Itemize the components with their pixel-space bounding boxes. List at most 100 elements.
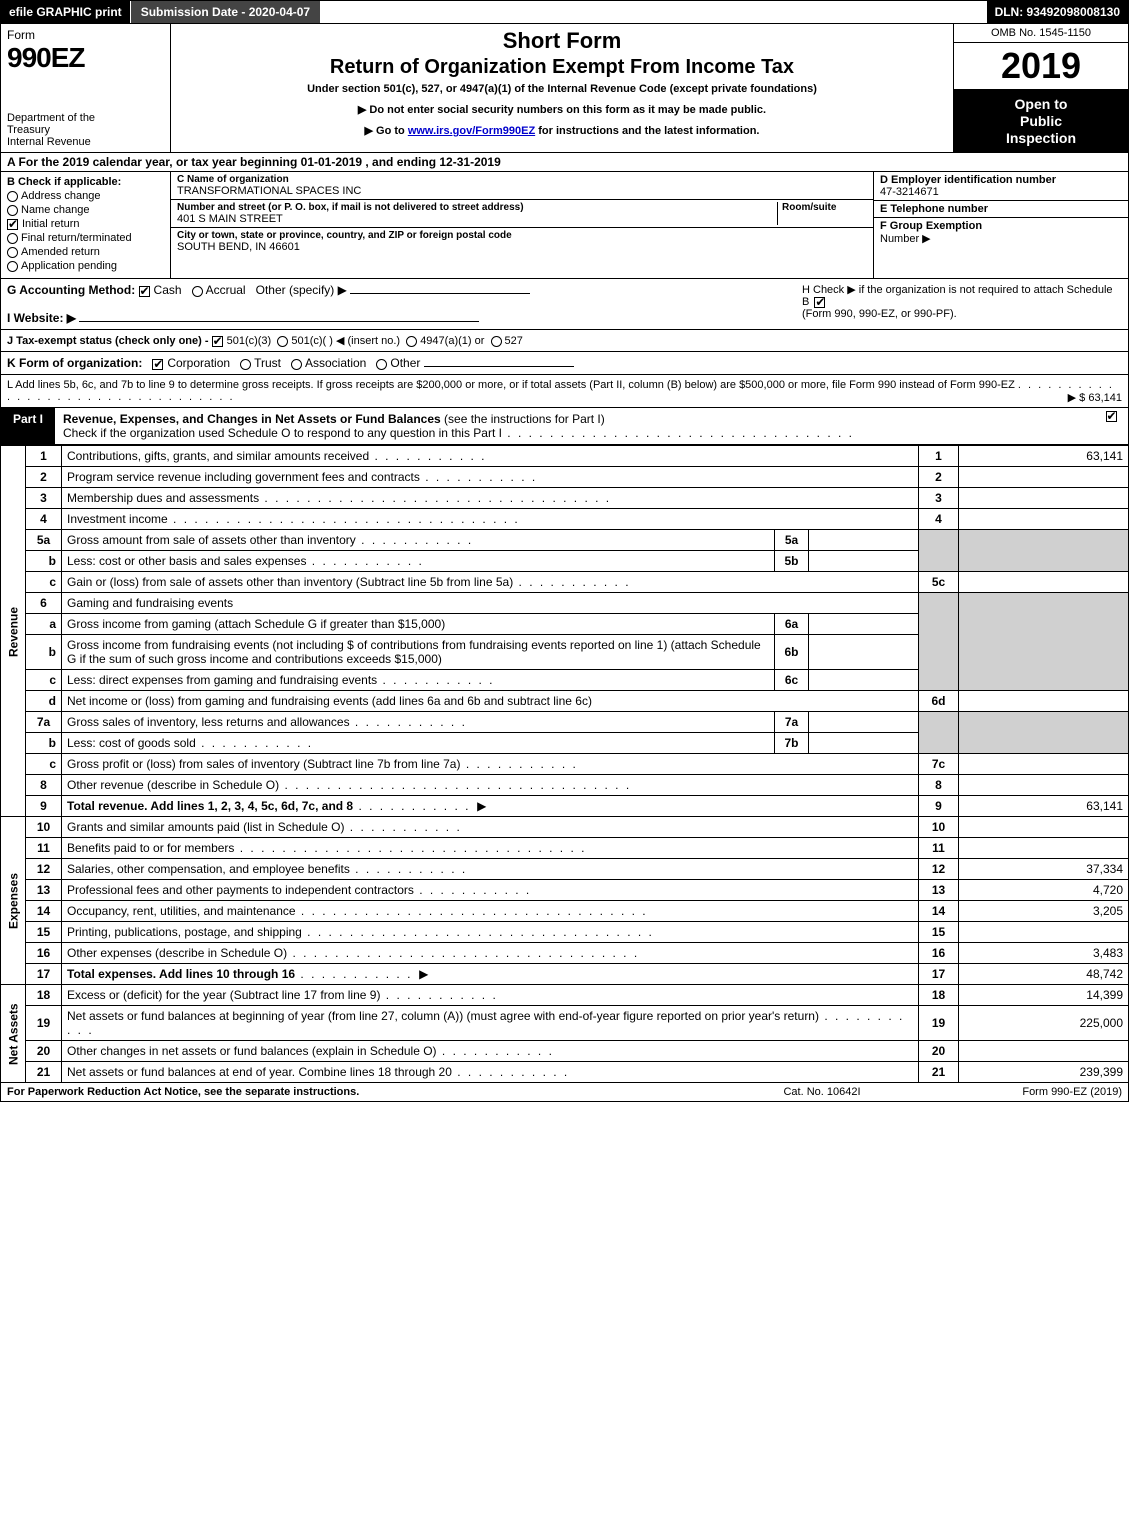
l16-no: 16 <box>26 943 62 964</box>
l5a-ival[interactable] <box>809 530 919 551</box>
l12-value: 37,334 <box>959 859 1129 880</box>
cb-trust[interactable] <box>240 359 251 370</box>
cb-h-check[interactable] <box>814 297 825 308</box>
dots-icon <box>295 967 412 981</box>
box-d-e-f: D Employer identification number 47-3214… <box>873 172 1128 278</box>
l6a-ibox: 6a <box>775 614 809 635</box>
l5b-ival[interactable] <box>809 551 919 572</box>
l11-rno: 11 <box>919 838 959 859</box>
l15-desc: Printing, publications, postage, and shi… <box>67 925 302 939</box>
i-label: I Website: ▶ <box>7 311 76 325</box>
line-5c: c Gain or (loss) from sale of assets oth… <box>1 572 1129 593</box>
block-b-to-f: B Check if applicable: Address change Na… <box>0 172 1129 279</box>
l6c-ibox: 6c <box>775 670 809 691</box>
ein-value: 47-3214671 <box>880 186 1122 198</box>
cb-address-change[interactable] <box>7 191 18 202</box>
l5b-no: b <box>26 551 62 572</box>
grey-cell <box>919 530 959 572</box>
cb-name-change[interactable] <box>7 205 18 216</box>
l7b-ival[interactable] <box>809 733 919 754</box>
line-1: Revenue 1 Contributions, gifts, grants, … <box>1 446 1129 467</box>
l1-desc: Contributions, gifts, grants, and simila… <box>67 449 369 463</box>
l10-no: 10 <box>26 817 62 838</box>
cb-association[interactable] <box>291 359 302 370</box>
dept-line2: Treasury <box>7 124 50 136</box>
l7a-ival[interactable] <box>809 712 919 733</box>
box-b: B Check if applicable: Address change Na… <box>1 172 171 278</box>
l7a-desc: Gross sales of inventory, less returns a… <box>67 715 350 729</box>
l18-value: 14,399 <box>959 985 1129 1006</box>
line-13: 13 Professional fees and other payments … <box>1 880 1129 901</box>
l4-no: 4 <box>26 509 62 530</box>
l6-desc: Gaming and fundraising events <box>62 593 919 614</box>
cb-527[interactable] <box>491 336 502 347</box>
inspect-l3: Inspection <box>1006 130 1076 146</box>
cb-application-pending[interactable] <box>7 261 18 272</box>
cb-accrual[interactable] <box>192 286 203 297</box>
l7b-no: b <box>26 733 62 754</box>
line-6: 6 Gaming and fundraising events <box>1 593 1129 614</box>
line-15: 15 Printing, publications, postage, and … <box>1 922 1129 943</box>
l1-value: 63,141 <box>959 446 1129 467</box>
dots-icon <box>344 820 461 834</box>
side-expenses: Expenses <box>1 817 26 985</box>
dots-icon <box>234 841 586 855</box>
cb-final-return[interactable] <box>7 233 18 244</box>
cb-corporation[interactable] <box>152 359 163 370</box>
cb-schedule-o[interactable] <box>1106 411 1117 422</box>
l6c-ival[interactable] <box>809 670 919 691</box>
cb-cash[interactable] <box>139 286 150 297</box>
website-input[interactable] <box>79 321 479 322</box>
f-label: F Group Exemption <box>880 220 982 232</box>
lbl-527: 527 <box>505 335 523 347</box>
l-amount: ▶ $ 63,141 <box>1068 391 1122 404</box>
l15-value <box>959 922 1129 943</box>
cb-501c[interactable] <box>277 336 288 347</box>
header-middle: Short Form Return of Organization Exempt… <box>171 24 953 152</box>
irs-link[interactable]: www.irs.gov/Form990EZ <box>408 125 535 137</box>
cb-other-org[interactable] <box>376 359 387 370</box>
page-footer: For Paperwork Reduction Act Notice, see … <box>0 1083 1129 1102</box>
dots-icon <box>502 426 854 440</box>
efile-print-label[interactable]: efile GRAPHIC print <box>1 1 130 23</box>
note-goto: ▶ Go to www.irs.gov/Form990EZ for instru… <box>177 124 947 137</box>
part1-header: Part I Revenue, Expenses, and Changes in… <box>0 408 1129 445</box>
cb-501c3[interactable] <box>212 336 223 347</box>
l9-rno: 9 <box>919 796 959 817</box>
line-9: 9 Total revenue. Add lines 1, 2, 3, 4, 5… <box>1 796 1129 817</box>
dln: DLN: 93492098008130 <box>987 1 1128 23</box>
header-left: Form 990EZ Department of the Treasury In… <box>1 24 171 152</box>
tax-year: 2019 <box>954 43 1128 90</box>
org-name: TRANSFORMATIONAL SPACES INC <box>177 185 867 197</box>
lbl-final-return: Final return/terminated <box>21 232 132 244</box>
lbl-accrual: Accrual <box>206 283 246 297</box>
cb-initial-return[interactable] <box>7 219 18 230</box>
l14-rno: 14 <box>919 901 959 922</box>
dots-icon <box>350 862 467 876</box>
l19-rno: 19 <box>919 1006 959 1041</box>
l6a-ival[interactable] <box>809 614 919 635</box>
dots-icon <box>356 533 473 547</box>
cb-4947[interactable] <box>406 336 417 347</box>
other-org-input[interactable] <box>424 366 574 367</box>
l6a-desc: Gross income from gaming (attach Schedul… <box>62 614 775 635</box>
l6d-no: d <box>26 691 62 712</box>
c-label: C Name of organization <box>177 174 867 185</box>
l17-value: 48,742 <box>959 964 1129 985</box>
l7c-no: c <box>26 754 62 775</box>
other-specify-input[interactable] <box>350 293 530 294</box>
l10-desc: Grants and similar amounts paid (list in… <box>67 820 344 834</box>
omb-number: OMB No. 1545-1150 <box>954 24 1128 43</box>
cb-amended-return[interactable] <box>7 247 18 258</box>
line-8: 8 Other revenue (describe in Schedule O)… <box>1 775 1129 796</box>
goto-post: for instructions and the latest informat… <box>535 125 759 137</box>
line-16: 16 Other expenses (describe in Schedule … <box>1 943 1129 964</box>
footer-cat-no: Cat. No. 10642I <box>722 1086 922 1098</box>
line-3: 3 Membership dues and assessments 3 <box>1 488 1129 509</box>
dots-icon <box>369 449 486 463</box>
l2-desc: Program service revenue including govern… <box>67 470 420 484</box>
row-j: J Tax-exempt status (check only one) - 5… <box>0 330 1129 352</box>
l6b-ival[interactable] <box>809 635 919 670</box>
goto-pre: ▶ Go to <box>365 125 408 137</box>
l10-rno: 10 <box>919 817 959 838</box>
